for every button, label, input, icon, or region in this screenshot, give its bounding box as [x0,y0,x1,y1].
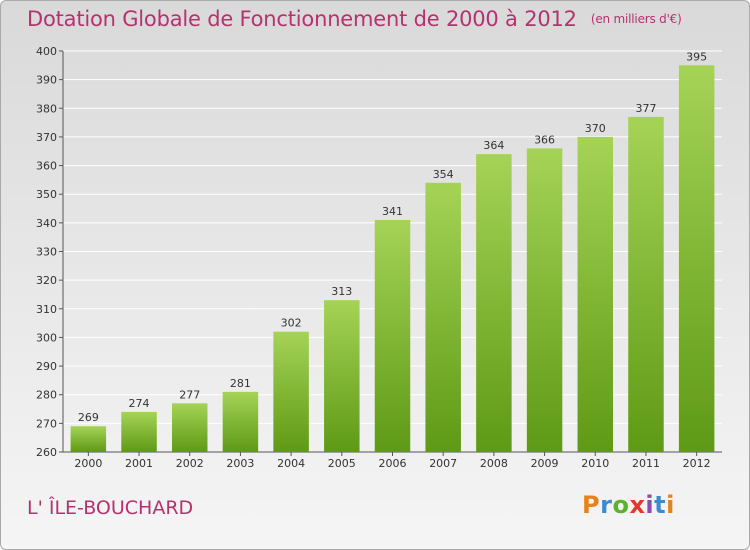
title-text: Dotation Globale de Fonctionnement de 20… [27,7,577,31]
data-label: 269 [78,411,99,424]
data-label: 364 [483,139,504,152]
x-tick-label: 2002 [176,457,204,470]
y-tick-label: 310 [36,303,57,316]
logo-letter: P [582,491,601,519]
data-label: 302 [281,317,302,330]
data-label: 354 [433,168,454,181]
logo-letter: i [645,491,655,519]
bar [628,116,664,452]
bar [577,136,614,452]
bar [273,331,309,452]
x-tick-label: 2007 [429,457,457,470]
bar [425,182,461,452]
y-tick-label: 330 [36,246,57,259]
bar [678,65,715,453]
bar [121,411,157,452]
data-label: 281 [230,377,251,390]
data-label: 277 [179,388,200,401]
bar [526,148,563,452]
x-tick-label: 2008 [480,457,508,470]
bar [70,426,107,452]
logo-letter: t [654,491,667,519]
bar [476,154,512,452]
x-tick-label: 2011 [632,457,660,470]
y-tick-label: 340 [36,217,57,230]
x-tick-label: 2010 [581,457,609,470]
y-tick-label: 260 [36,446,57,459]
x-tick-label: 2000 [74,457,102,470]
x-tick-label: 2005 [328,457,356,470]
bar [324,300,360,452]
bar [222,391,259,452]
logo-letter: i [666,491,675,519]
place-name: L' ÎLE-BOUCHARD [27,497,194,519]
x-tick-label: 2012 [683,457,711,470]
x-tick-label: 2009 [531,457,559,470]
x-tick-label: 2003 [226,457,254,470]
y-tick-label: 380 [36,102,57,115]
y-tick-label: 280 [36,389,57,402]
data-label: 274 [129,397,150,410]
chart-title: Dotation Globale de Fonctionnement de 20… [27,7,682,31]
y-tick-label: 400 [36,45,57,58]
x-tick-label: 2004 [277,457,305,470]
bar [374,219,411,452]
data-label: 395 [686,50,707,63]
logo-letter: r [600,491,613,519]
y-tick-label: 390 [36,74,57,87]
y-tick-label: 270 [36,417,57,430]
x-tick-label: 2006 [379,457,407,470]
data-label: 341 [382,205,403,218]
data-label: 377 [635,102,656,115]
logo-letter: o [612,491,630,519]
bar [171,403,208,452]
data-label: 366 [534,133,555,146]
data-label: 313 [331,285,352,298]
y-tick-label: 290 [36,360,57,373]
data-label: 370 [585,122,606,135]
y-tick-label: 320 [36,274,57,287]
y-tick-label: 350 [36,188,57,201]
y-tick-label: 360 [36,160,57,173]
unit-label: (en milliers d'€) [590,12,682,26]
logo-letter: x [629,491,646,519]
proxiti-logo: Proxiti [582,491,675,519]
y-tick-label: 370 [36,131,57,144]
y-tick-label: 300 [36,331,57,344]
x-tick-label: 2001 [125,457,153,470]
